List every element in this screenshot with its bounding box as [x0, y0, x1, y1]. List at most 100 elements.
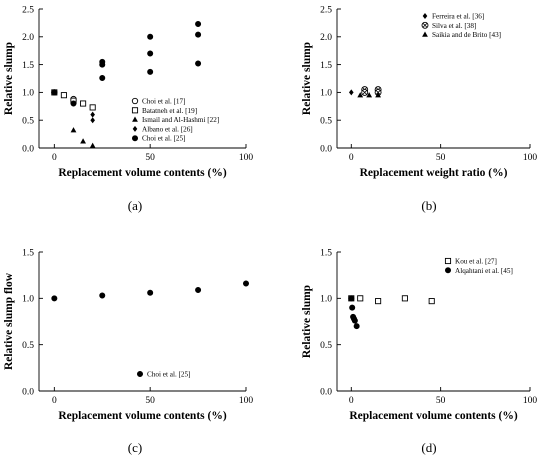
y-tick-label: 1.5	[320, 61, 332, 71]
x-tick-label: 100	[239, 153, 254, 163]
legend-marker	[422, 31, 428, 37]
data-point	[80, 100, 87, 107]
data-point	[51, 295, 58, 302]
data-point	[70, 127, 77, 133]
data-point	[351, 317, 358, 324]
data-point	[51, 89, 58, 96]
data-point	[357, 92, 364, 98]
y-tick-label: 0.5	[22, 117, 34, 127]
data-point	[195, 21, 202, 28]
legend-marker	[131, 97, 139, 105]
y-tick-label: 1.0	[320, 89, 332, 99]
x-tick-label: 0	[52, 153, 57, 163]
legend-marker	[132, 125, 138, 132]
y-tick-label: 2.0	[22, 33, 34, 43]
y-tick-label: 1.5	[22, 61, 34, 71]
y-tick-label: 0.0	[22, 387, 34, 397]
legend-marker	[421, 21, 429, 29]
x-tick-label: 50	[436, 396, 446, 406]
y-tick-label: 2.0	[320, 33, 332, 43]
panel-label: (c)	[128, 440, 142, 455]
data-point	[353, 323, 360, 330]
legend: Choi et al. [25]	[137, 370, 191, 379]
legend-entry: Saikia and de Brito [43]	[432, 31, 501, 39]
y-tick-label: 1.0	[320, 295, 332, 305]
y-tick-label: 1.0	[22, 295, 34, 305]
legend-marker	[444, 257, 452, 265]
legend-entry: Choi et al. [17]	[142, 98, 186, 106]
data-point	[147, 289, 154, 296]
data-point	[361, 88, 369, 96]
y-tick-label: 0.5	[320, 117, 332, 127]
y-axis-title: Relative slump flow	[3, 272, 15, 370]
y-tick-label: 0.5	[22, 341, 34, 351]
y-tick-label: 0.0	[320, 387, 332, 397]
x-tick-label: 0	[349, 153, 354, 163]
legend-entry: Choi et al. [25]	[147, 371, 191, 379]
legend-entry: Ismail and Al-Hashmi [22]	[142, 116, 219, 124]
legend-entry: Choi et al. [25]	[142, 135, 186, 143]
legend-marker	[444, 267, 451, 274]
data-point	[70, 100, 77, 107]
data-point	[60, 92, 67, 99]
data-point	[357, 295, 364, 302]
legend-marker	[132, 116, 138, 122]
x-tick-label: 0	[52, 396, 57, 406]
x-tick-label: 50	[145, 153, 155, 163]
x-axis-title: Replacement volume contents (%)	[349, 410, 517, 422]
data-point	[195, 31, 202, 38]
y-tick-label: 1.5	[320, 248, 332, 258]
data-point	[147, 50, 154, 57]
legend: Ferreira et al. [36]Silva et al. [38]Sai…	[421, 13, 501, 39]
y-tick-label: 2.5	[22, 5, 34, 15]
data-point	[375, 92, 382, 98]
panel-label: (b)	[421, 198, 436, 213]
legend: Kou et al. [27]Alqahtani et al. [45]	[444, 257, 513, 275]
data-point	[80, 138, 86, 144]
data-point	[243, 280, 250, 287]
y-axis-title: Relative slump	[3, 42, 15, 115]
data-point	[195, 286, 202, 293]
y-tick-label: 0.0	[22, 144, 34, 154]
chart-panel: 0.0 0.5 1.0 1.5 2.0 2.5 0 50 100 Replacement weig…	[301, 5, 537, 213]
data-point	[90, 117, 95, 124]
data-point	[89, 142, 96, 148]
legend-marker	[422, 13, 428, 19]
legend-entry: Albano et al. [26]	[142, 125, 193, 133]
legend-entry: Kou et al. [27]	[455, 258, 497, 266]
panel-label: (a)	[128, 198, 142, 213]
legend-marker	[131, 107, 139, 114]
legend-entry: Ferreira et al. [36]	[432, 13, 484, 21]
y-axis-title: Relative slump	[301, 285, 313, 358]
legend: Choi et al. [17]Batatneh et al. [19]Isma…	[131, 97, 219, 143]
x-axis-title: Replacement volume contents (%)	[58, 410, 226, 422]
data-point	[366, 92, 373, 98]
legend-entry: Batatneh et al. [19]	[142, 107, 197, 115]
x-tick-label: 100	[523, 396, 538, 406]
data-point	[195, 60, 202, 67]
chart-panel: 0.0 0.5 1.0 1.5 0 50 100 Replacement volume con…	[301, 248, 537, 455]
y-tick-label: 0.0	[320, 144, 332, 154]
panel-label: (d)	[421, 440, 436, 455]
data-point	[99, 74, 106, 81]
data-point	[401, 295, 408, 302]
data-point	[90, 111, 95, 118]
data-point	[99, 61, 106, 68]
x-tick-label: 50	[145, 396, 155, 406]
legend-marker	[132, 135, 139, 142]
y-tick-label: 1.0	[22, 89, 34, 99]
chart-panel: 0.0 0.5 1.0 1.5 0 50 100 Replacement volume con…	[3, 248, 253, 455]
legend-marker	[137, 370, 144, 377]
data-point	[349, 304, 356, 311]
x-tick-label: 100	[239, 396, 254, 406]
data-point	[147, 68, 154, 75]
y-tick-label: 2.5	[320, 5, 332, 15]
y-tick-label: 0.5	[320, 341, 332, 351]
data-point	[375, 298, 382, 305]
data-point	[89, 104, 96, 111]
data-point	[348, 89, 354, 96]
x-axis-title: Replacement weight ratio (%)	[360, 167, 508, 179]
x-tick-label: 50	[436, 153, 446, 163]
x-tick-label: 100	[523, 153, 538, 163]
